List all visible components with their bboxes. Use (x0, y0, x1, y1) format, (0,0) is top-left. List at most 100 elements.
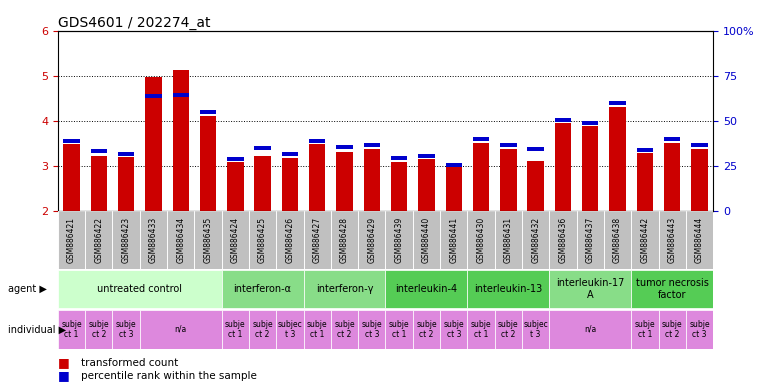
Bar (637, 154, 653, 211)
Bar (467, 211, 495, 269)
Bar (145, 77, 162, 211)
Bar (692, 143, 708, 147)
Bar (145, 94, 162, 98)
Bar (276, 310, 304, 349)
Bar (418, 154, 435, 158)
Bar (582, 126, 598, 211)
Text: subje
ct 2: subje ct 2 (498, 319, 519, 339)
Bar (359, 211, 386, 269)
Bar (467, 270, 549, 308)
Bar (500, 143, 517, 147)
Text: subje
ct 2: subje ct 2 (252, 319, 273, 339)
Bar (522, 211, 549, 269)
Bar (249, 211, 276, 269)
Text: GSM886435: GSM886435 (204, 217, 213, 263)
Bar (304, 310, 331, 349)
Bar (631, 270, 713, 308)
Bar (440, 211, 467, 269)
Text: GSM886434: GSM886434 (177, 217, 185, 263)
Bar (140, 310, 221, 349)
Bar (173, 70, 189, 211)
Bar (446, 167, 462, 211)
Text: GSM886442: GSM886442 (641, 217, 649, 263)
Text: subje
ct 3: subje ct 3 (443, 319, 464, 339)
Text: GSM886439: GSM886439 (395, 217, 404, 263)
Text: GSM886441: GSM886441 (449, 217, 458, 263)
Text: subje
ct 2: subje ct 2 (334, 319, 355, 339)
Text: GSM886431: GSM886431 (504, 217, 513, 263)
Bar (227, 157, 244, 161)
Bar (281, 152, 298, 156)
Bar (63, 139, 79, 142)
Bar (58, 310, 85, 349)
Text: subje
ct 1: subje ct 1 (307, 319, 328, 339)
Bar (555, 123, 571, 211)
Text: GSM886423: GSM886423 (122, 217, 130, 263)
Text: interferon-α: interferon-α (234, 284, 291, 294)
Text: tumor necrosis
factor: tumor necrosis factor (636, 278, 709, 300)
Text: n/a: n/a (174, 325, 187, 334)
Text: agent ▶: agent ▶ (8, 284, 46, 294)
Text: GSM886430: GSM886430 (476, 217, 486, 263)
Bar (692, 149, 708, 211)
Bar (309, 139, 325, 142)
Bar (309, 144, 325, 211)
Bar (113, 211, 140, 269)
Bar (604, 211, 631, 269)
Text: subje
ct 3: subje ct 3 (116, 319, 136, 339)
Bar (254, 146, 271, 150)
Text: GSM886440: GSM886440 (422, 217, 431, 263)
Bar (386, 211, 412, 269)
Bar (386, 270, 467, 308)
Text: subje
ct 2: subje ct 2 (89, 319, 109, 339)
Text: transformed count: transformed count (81, 358, 178, 368)
Bar (221, 270, 304, 308)
Text: GSM886429: GSM886429 (367, 217, 376, 263)
Text: GSM886426: GSM886426 (285, 217, 295, 263)
Bar (221, 310, 249, 349)
Bar (221, 211, 249, 269)
Bar (495, 211, 522, 269)
Text: GSM886433: GSM886433 (149, 217, 158, 263)
Text: subje
ct 2: subje ct 2 (662, 319, 682, 339)
Bar (113, 310, 140, 349)
Bar (63, 144, 79, 211)
Bar (58, 211, 85, 269)
Bar (527, 161, 544, 211)
Bar (446, 163, 462, 167)
Text: subje
ct 1: subje ct 1 (635, 319, 655, 339)
Text: subje
ct 1: subje ct 1 (225, 319, 246, 339)
Bar (664, 142, 680, 211)
Text: GSM886427: GSM886427 (313, 217, 322, 263)
Text: GSM886428: GSM886428 (340, 217, 349, 263)
Bar (331, 211, 359, 269)
Bar (522, 310, 549, 349)
Bar (686, 310, 713, 349)
Text: GSM886443: GSM886443 (668, 217, 677, 263)
Bar (555, 118, 571, 122)
Bar (577, 211, 604, 269)
Bar (631, 310, 658, 349)
Bar (331, 310, 359, 349)
Bar (364, 149, 380, 211)
Bar (412, 310, 440, 349)
Bar (467, 310, 495, 349)
Text: ■: ■ (58, 356, 69, 369)
Bar (664, 137, 680, 141)
Text: GSM886444: GSM886444 (695, 217, 704, 263)
Text: interleukin-4: interleukin-4 (396, 284, 457, 294)
Text: GSM886424: GSM886424 (231, 217, 240, 263)
Bar (359, 310, 386, 349)
Bar (90, 149, 107, 154)
Bar (167, 211, 194, 269)
Bar (281, 158, 298, 211)
Bar (391, 162, 407, 211)
Bar (304, 270, 386, 308)
Text: GSM886422: GSM886422 (94, 217, 103, 263)
Bar (58, 270, 221, 308)
Bar (194, 211, 222, 269)
Text: subje
ct 1: subje ct 1 (389, 319, 409, 339)
Text: subje
ct 1: subje ct 1 (61, 319, 82, 339)
Bar (495, 310, 522, 349)
Text: subje
ct 1: subje ct 1 (471, 319, 491, 339)
